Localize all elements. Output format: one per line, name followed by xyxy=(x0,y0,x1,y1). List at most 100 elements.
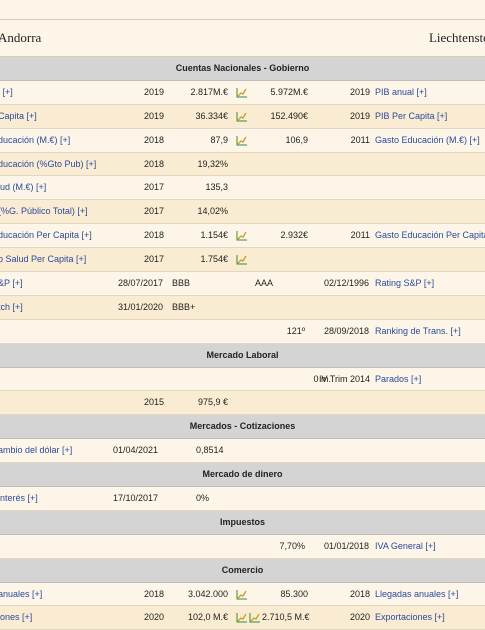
left-year: 2019 xyxy=(143,110,164,121)
left-year: 2018 xyxy=(143,134,164,145)
right-year: 2019 xyxy=(349,86,370,97)
left-indicator-link[interactable]: o Salud Per Capita [+] xyxy=(0,254,87,265)
left-year: 2019 xyxy=(143,86,164,97)
line-chart-icon[interactable] xyxy=(236,111,248,122)
table-row: ducación Per Capita [+] 2018 1.154€ 2.932€ 2… xyxy=(0,224,485,249)
left-date: 28/07/2017 xyxy=(118,278,164,289)
left-value: BBB xyxy=(172,278,191,289)
right-indicator-link[interactable]: Parados [+] xyxy=(375,373,422,384)
section-header: Mercado Laboral xyxy=(0,343,485,368)
line-chart-icon[interactable] xyxy=(236,612,248,623)
left-year: 2018 xyxy=(143,588,164,599)
left-indicator-link[interactable]: lud (M.€) [+] xyxy=(0,182,47,193)
left-indicator-link[interactable]: l [+] xyxy=(0,86,13,97)
right-indicator-link[interactable]: PIB Per Capita [+] xyxy=(375,110,448,121)
table-row: lud (M.€) [+] 2017 135,3 xyxy=(0,176,485,201)
right-indicator-link[interactable]: PIB anual [+] xyxy=(375,86,427,97)
left-indicator-link[interactable]: Capita [+] xyxy=(0,110,37,121)
left-indicator-link[interactable]: iones [+] xyxy=(0,612,33,623)
left-indicator-link[interactable]: interés [+] xyxy=(0,493,38,504)
left-value: 0% xyxy=(196,493,210,504)
left-value: 0,8514 xyxy=(196,445,224,456)
table-row: iones [+] 2020 102,0 M.€ 2.710,5 M.€ 2020 Exp… xyxy=(0,606,485,630)
left-value: 1.154€ xyxy=(200,230,228,241)
table-row: ambio del dólar [+] 01/04/2021 0,8514 xyxy=(0,439,485,464)
left-year: 2017 xyxy=(143,182,164,193)
left-indicator-link[interactable]: ducación (M.€) [+] xyxy=(0,134,71,145)
left-year: 2018 xyxy=(143,230,164,241)
table-row: l [+] 2019 2.817M.€ 5.972M.€ 2019 PIB anual [… xyxy=(0,80,485,105)
left-date: 17/10/2017 xyxy=(112,493,158,504)
line-chart-icon[interactable] xyxy=(236,87,248,98)
country-right: Liechtenstein xyxy=(428,30,485,45)
line-chart-icon[interactable] xyxy=(236,135,248,146)
right-value: 2.710,5 M.€ xyxy=(262,612,310,623)
right-indicator-link[interactable]: Exportaciones [+] xyxy=(375,612,445,623)
right-value: 7,70% xyxy=(279,540,305,551)
country-header: Andorra Liechtenstein xyxy=(0,20,485,57)
right-value: 85.300 xyxy=(280,588,308,599)
left-indicator-link[interactable]: tch [+] xyxy=(0,301,23,312)
comparison-table: Cuentas Nacionales - Gobierno l [+] 2019 2.… xyxy=(0,57,485,630)
right-year: 2011 xyxy=(350,134,370,145)
right-date: IV Trim 2014 xyxy=(318,373,370,384)
top-bar xyxy=(0,0,485,20)
left-indicator-link[interactable]: &P [+] xyxy=(0,278,23,289)
left-value: 1.754€ xyxy=(200,254,228,265)
right-value: 152.490€ xyxy=(270,110,308,121)
table-row: o Salud Per Capita [+] 2017 1.754€ xyxy=(0,248,485,273)
left-year: 2017 xyxy=(143,206,164,217)
right-year: 2018 xyxy=(349,588,370,599)
left-value: 135,3 xyxy=(205,182,228,193)
country-left: Andorra xyxy=(0,30,42,45)
left-value: 19,32% xyxy=(197,158,228,169)
right-value: 106,9 xyxy=(285,134,308,145)
section-header: Comercio xyxy=(0,558,485,583)
right-indicator-link[interactable]: IVA General [+] xyxy=(375,540,436,551)
table-row: 121º 28/09/2018 Ranking de Trans. [+] xyxy=(0,319,485,344)
right-indicator-link[interactable]: Rating S&P [+] xyxy=(375,278,435,289)
right-date: 01/01/2018 xyxy=(323,540,369,551)
right-indicator-link[interactable]: Llegadas anuales [+] xyxy=(375,588,459,599)
table-row: 2015 975,9 € xyxy=(0,391,485,416)
section-header: Mercados - Cotizaciones xyxy=(0,415,485,440)
table-row: Capita [+] 2019 36.334€ 152.490€ 2019 PIB Per… xyxy=(0,104,485,129)
line-chart-icon[interactable] xyxy=(236,589,248,600)
right-value: 0 m. xyxy=(313,373,331,384)
right-value: 121º xyxy=(286,325,305,336)
table-row: tch [+] 31/01/2020 BBB+ xyxy=(0,295,485,320)
left-indicator-link[interactable]: (%G. Público Total) [+] xyxy=(0,206,88,217)
left-indicator-link[interactable]: ambio del dólar [+] xyxy=(0,445,73,456)
left-year: 2015 xyxy=(143,397,164,408)
left-value: 87,9 xyxy=(210,134,228,145)
right-value: 5.972M.€ xyxy=(270,86,308,97)
line-chart-icon[interactable] xyxy=(236,230,248,241)
left-date: 31/01/2020 xyxy=(118,301,164,312)
left-indicator-link[interactable]: anuales [+] xyxy=(0,588,43,599)
right-value: 2.932€ xyxy=(280,230,308,241)
table-row: 7,70% 01/01/2018 IVA General [+] xyxy=(0,534,485,559)
right-indicator-link[interactable]: Gasto Educación Per Capita [+] xyxy=(375,230,485,241)
right-year: 2019 xyxy=(349,110,370,121)
left-year: 2017 xyxy=(143,254,164,265)
table-row: ducación (M.€) [+] 2018 87,9 106,9 2011 Gasto… xyxy=(0,128,485,153)
right-date: 02/12/1996 xyxy=(323,278,369,289)
line-chart-icon[interactable] xyxy=(249,612,261,623)
right-value: AAA xyxy=(255,278,274,289)
left-value: 102,0 M.€ xyxy=(187,612,228,623)
left-date: 01/04/2021 xyxy=(112,445,158,456)
left-value: 975,9 € xyxy=(197,397,228,408)
table-row: &P [+] 28/07/2017 BBB AAA 02/12/1996 Rating S… xyxy=(0,272,485,296)
right-indicator-link[interactable]: Ranking de Trans. [+] xyxy=(375,325,461,336)
line-chart-icon[interactable] xyxy=(236,254,248,265)
right-year: 2011 xyxy=(350,230,370,241)
left-year: 2020 xyxy=(143,612,164,623)
table-row: 0 m. IV Trim 2014 Parados [+] xyxy=(0,367,485,392)
table-row: ducación (%Gto Pub) [+] 2018 19,32% xyxy=(0,152,485,177)
left-indicator-link[interactable]: ducación (%Gto Pub) [+] xyxy=(0,158,97,169)
left-value: BBB+ xyxy=(172,301,196,312)
left-indicator-link[interactable]: ducación Per Capita [+] xyxy=(0,230,92,241)
section-header: Impuestos xyxy=(0,510,485,535)
section-header: Cuentas Nacionales - Gobierno xyxy=(0,57,485,81)
right-indicator-link[interactable]: Gasto Educación (M.€) [+] xyxy=(375,134,480,145)
